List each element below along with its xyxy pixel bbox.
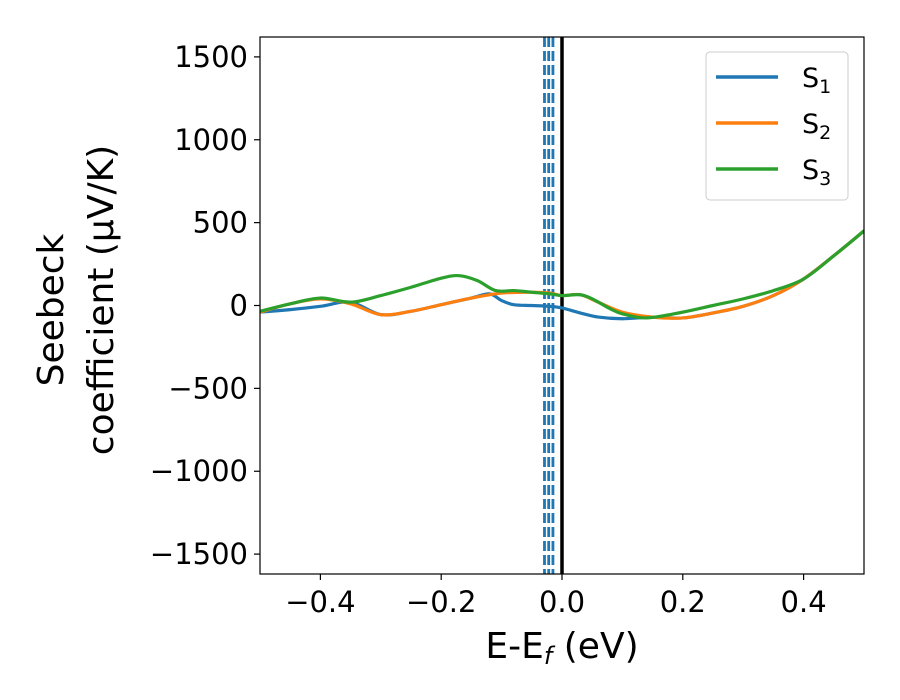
y-tick-label-1: −1000 [150, 454, 248, 488]
legend-label-2: S2 [802, 109, 831, 144]
legend: S1 S2 S3 [705, 51, 849, 201]
y-axis-ticks: −1500 −1000 −500 0 500 1000 1500 [150, 40, 260, 571]
x-axis-ticks: −0.4 −0.2 0.0 0.2 0.4 [285, 574, 827, 619]
x-tick-label-0: −0.4 [285, 585, 355, 619]
legend-label-3: S3 [802, 155, 831, 190]
x-tick-label-2: 0.0 [539, 585, 585, 619]
x-tick-label-4: 0.4 [781, 585, 827, 619]
y-axis-label-line1: Seebeck [31, 233, 72, 386]
y-tick-label-3: 0 [230, 289, 248, 323]
series-lines [260, 229, 864, 321]
legend-label-1: S1 [802, 63, 831, 98]
x-axis-label: E-Ef (eV) [485, 626, 638, 670]
y-tick-label-2: −500 [168, 371, 248, 405]
x-tick-label-1: −0.2 [406, 585, 476, 619]
y-tick-label-5: 1000 [174, 123, 248, 157]
legend-box [705, 51, 849, 201]
y-tick-label-4: 500 [193, 206, 248, 240]
y-tick-label-6: 1500 [174, 40, 248, 74]
y-tick-label-0: −1500 [150, 537, 248, 571]
x-tick-label-3: 0.2 [660, 585, 706, 619]
legend-items: S1 S2 S3 [716, 63, 831, 190]
y-axis-label-line2: coefficient (μV/K) [81, 145, 122, 455]
series-line-3 [260, 229, 864, 320]
